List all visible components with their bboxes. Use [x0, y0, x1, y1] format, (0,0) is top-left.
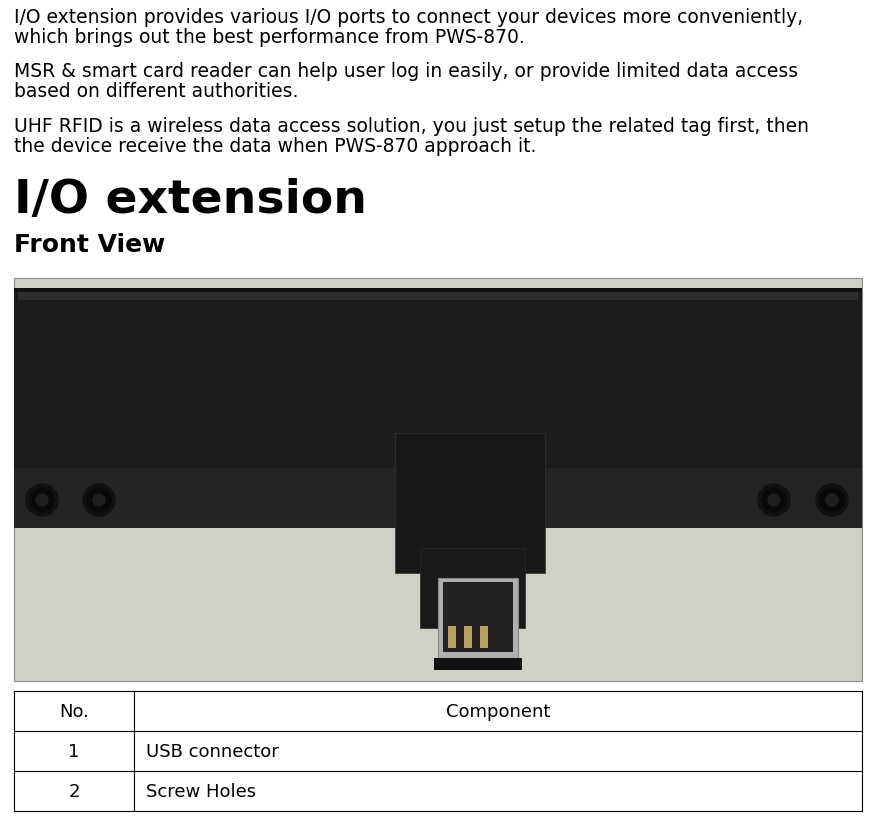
Text: UHF RFID is a wireless data access solution, you just setup the related tag firs: UHF RFID is a wireless data access solut…: [14, 117, 809, 136]
Bar: [464, 627, 472, 648]
Bar: [434, 658, 522, 670]
Text: 1: 1: [68, 742, 80, 760]
Circle shape: [762, 488, 786, 513]
Bar: [448, 627, 456, 648]
Circle shape: [30, 488, 54, 513]
Circle shape: [768, 495, 780, 506]
Text: Front View: Front View: [14, 233, 166, 256]
Bar: [14, 278, 862, 681]
Circle shape: [93, 495, 105, 506]
Bar: [395, 433, 545, 573]
Text: Screw Holes: Screw Holes: [146, 782, 256, 800]
Text: based on different authorities.: based on different authorities.: [14, 82, 299, 101]
Bar: [480, 627, 488, 648]
Bar: [420, 549, 525, 628]
Bar: [14, 288, 862, 528]
Circle shape: [816, 484, 848, 516]
Bar: [443, 582, 513, 652]
Text: the device receive the data when PWS-870 approach it.: the device receive the data when PWS-870…: [14, 137, 536, 156]
Bar: [14, 288, 862, 292]
Text: No.: No.: [59, 702, 89, 720]
Bar: [18, 288, 858, 301]
Circle shape: [820, 488, 844, 513]
Text: which brings out the best performance from PWS-870.: which brings out the best performance fr…: [14, 28, 525, 47]
Bar: [14, 468, 862, 528]
Circle shape: [83, 484, 115, 516]
Text: MSR & smart card reader can help user log in easily, or provide limited data acc: MSR & smart card reader can help user lo…: [14, 62, 798, 81]
Circle shape: [36, 495, 48, 506]
Circle shape: [87, 488, 111, 513]
Text: USB connector: USB connector: [146, 742, 279, 760]
Text: 2: 2: [68, 782, 80, 800]
Text: I/O extension provides various I/O ports to connect your devices more convenient: I/O extension provides various I/O ports…: [14, 8, 803, 27]
Bar: [14, 691, 862, 811]
Text: Component: Component: [446, 702, 550, 720]
Bar: [438, 578, 518, 658]
Circle shape: [26, 484, 58, 516]
Circle shape: [826, 495, 838, 506]
Text: I/O extension: I/O extension: [14, 178, 367, 223]
Circle shape: [758, 484, 790, 516]
